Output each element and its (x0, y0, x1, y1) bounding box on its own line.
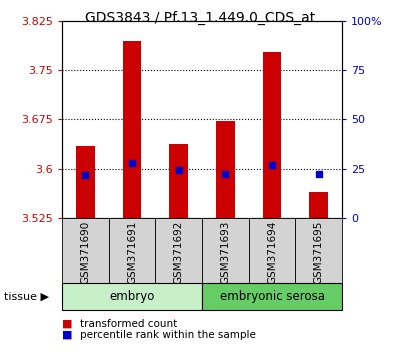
Text: GSM371695: GSM371695 (314, 221, 324, 284)
Bar (155, 218, 202, 283)
Bar (295, 218, 342, 283)
Text: tissue ▶: tissue ▶ (4, 291, 49, 302)
Text: GSM371690: GSM371690 (80, 221, 90, 284)
Bar (309, 192, 328, 218)
Bar (109, 218, 155, 283)
Bar (76, 146, 95, 218)
Text: ■: ■ (62, 319, 72, 329)
Bar (62, 218, 109, 283)
Text: GSM371693: GSM371693 (220, 221, 230, 284)
Text: GDS3843 / Pf.13_1.449.0_CDS_at: GDS3843 / Pf.13_1.449.0_CDS_at (85, 11, 315, 25)
Bar (123, 41, 141, 218)
Bar (263, 52, 281, 218)
Bar (216, 121, 235, 218)
Bar (169, 144, 188, 218)
Bar (202, 283, 342, 310)
Text: ■: ■ (62, 330, 72, 339)
Bar (249, 218, 295, 283)
Text: GSM371694: GSM371694 (267, 221, 277, 284)
Text: transformed count: transformed count (80, 319, 177, 329)
Text: GSM371691: GSM371691 (127, 221, 137, 284)
Bar (202, 218, 249, 283)
Bar (62, 283, 202, 310)
Text: embryo: embryo (109, 290, 155, 303)
Text: GSM371692: GSM371692 (174, 221, 184, 284)
Text: percentile rank within the sample: percentile rank within the sample (80, 330, 256, 339)
Text: embryonic serosa: embryonic serosa (220, 290, 324, 303)
